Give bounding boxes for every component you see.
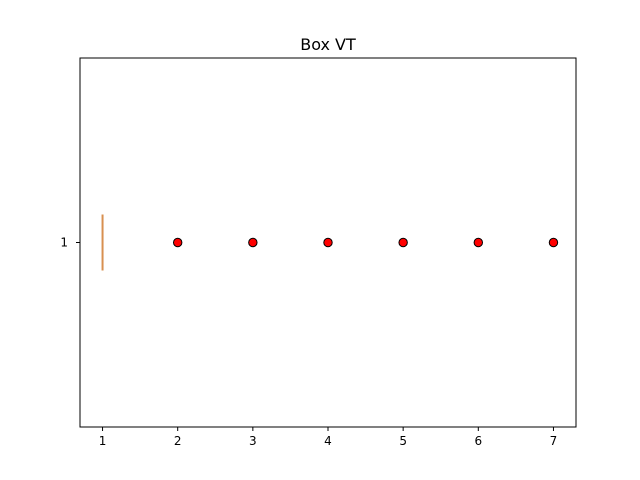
outlier-point (172, 237, 183, 248)
x-tick-label: 5 (399, 434, 407, 448)
outlier-point (248, 237, 258, 248)
x-tick-label: 6 (474, 434, 482, 448)
outlier-point (398, 237, 408, 248)
x-axis: 1 2 3 4 5 6 7 (99, 427, 558, 448)
x-tick-label: 7 (550, 434, 558, 448)
chart-title: Box VT (300, 35, 356, 54)
outlier-point (473, 237, 484, 248)
x-tick-label: 1 (99, 434, 107, 448)
outlier-point (323, 237, 333, 248)
plot-marks (101, 214, 559, 271)
x-tick-label: 4 (324, 434, 332, 448)
x-tick-label: 3 (249, 434, 257, 448)
y-tick-label: 1 (60, 236, 68, 250)
outlier-point (548, 237, 559, 248)
x-tick-label: 2 (174, 434, 182, 448)
y-axis: 1 (60, 236, 80, 250)
